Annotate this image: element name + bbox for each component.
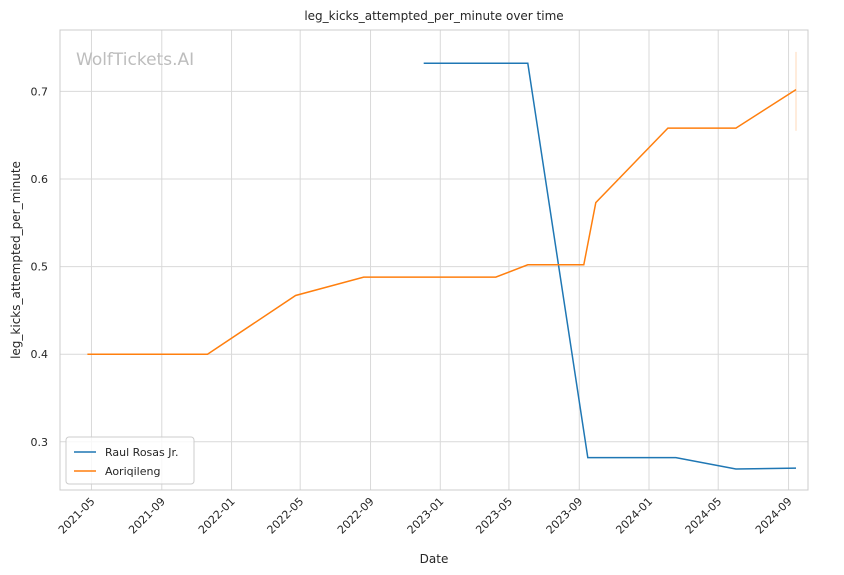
legend-box (65, 436, 195, 485)
series-line (423, 62, 797, 470)
x-tick-label: 2021-09 (126, 495, 168, 537)
y-axis-label: leg_kicks_attempted_per_minute (9, 161, 23, 359)
y-tick-label: 0.7 (31, 85, 49, 98)
x-tick-label: 2022-09 (335, 495, 377, 537)
x-tick-label: 2022-01 (196, 495, 238, 537)
x-tick-label: 2021-05 (56, 495, 98, 537)
chart-title: leg_kicks_attempted_per_minute over time (304, 9, 563, 23)
y-tick-labels: 0.3 0.4 0.5 0.6 0.7 (31, 85, 49, 448)
x-tick-label: 2022-05 (265, 495, 307, 537)
legend-entry: Raul Rosas Jr. (105, 446, 179, 459)
series-line (87, 88, 797, 355)
plot-area-frame (59, 29, 809, 491)
x-tick-label: 2024-09 (753, 495, 795, 537)
x-tick-label: 2024-01 (613, 495, 655, 537)
legend: Raul Rosas Jr. Aoriqileng (65, 436, 195, 485)
grid (60, 30, 808, 490)
watermark: WolfTickets.AI (76, 50, 194, 70)
x-tick-labels: 2021-05 2021-09 2022-01 2022-05 2022-09 2023-… (56, 495, 795, 537)
series-layer (87, 62, 797, 470)
x-tick-label: 2023-09 (544, 495, 586, 537)
x-axis-label: Date (420, 552, 449, 566)
y-tick-label: 0.4 (31, 348, 49, 361)
y-tick-label: 0.5 (31, 261, 49, 274)
y-tick-label: 0.6 (31, 173, 49, 186)
x-tick-label: 2024-05 (683, 495, 725, 537)
legend-entry: Aoriqileng (105, 465, 160, 478)
x-tick-label: 2023-01 (405, 495, 447, 537)
x-tick-label: 2023-05 (473, 495, 515, 537)
y-tick-label: 0.3 (31, 436, 49, 449)
